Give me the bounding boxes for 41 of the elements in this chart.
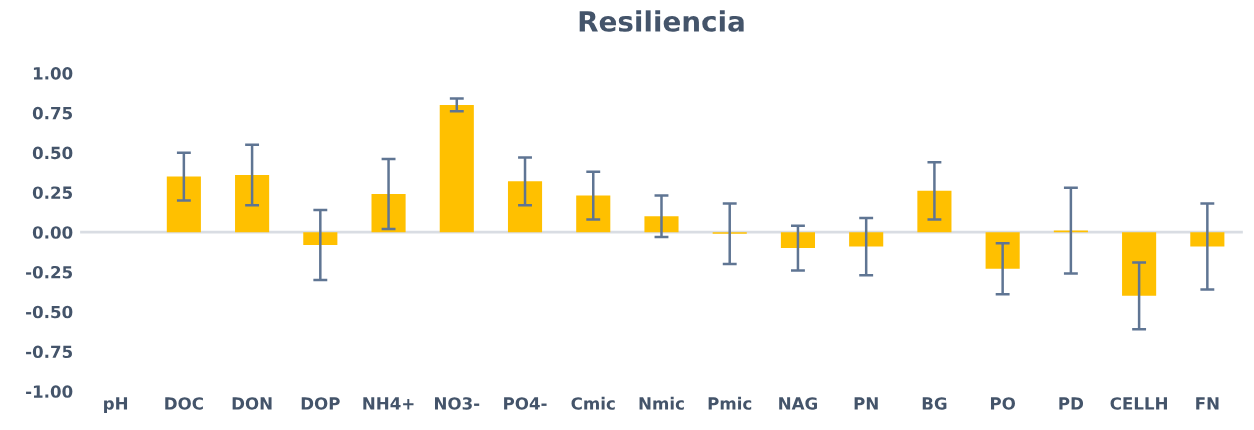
y-tick-label: 1.00: [33, 67, 73, 80]
x-tick-label: Pmic: [708, 396, 752, 410]
x-tick-label: NO3-: [435, 397, 480, 410]
bar: [576, 195, 611, 233]
bar: [439, 104, 474, 233]
bar: [235, 174, 270, 233]
y-tick-label: -0.75: [26, 345, 73, 359]
x-tick-label: BG: [922, 397, 947, 410]
y-tick-label: -0.25: [26, 265, 73, 279]
bar: [1190, 232, 1225, 247]
x-tick-label: PO: [990, 397, 1015, 410]
x-tick-label: NAG: [779, 397, 817, 410]
y-tick-label: -1.00: [26, 385, 73, 398]
x-tick-label: FN: [1196, 397, 1219, 410]
bar: [507, 181, 543, 233]
bar: [1122, 232, 1157, 296]
x-tick-label: CELLH: [1110, 397, 1167, 410]
x-tick-label: DOP: [301, 397, 340, 410]
x-tick-label: pH: [104, 397, 128, 413]
bar: [371, 194, 406, 233]
x-tick-label: Cmic: [571, 396, 615, 410]
bar: [985, 232, 1020, 269]
bar: [644, 216, 679, 233]
bar: [917, 190, 952, 233]
x-tick-label: DOC: [165, 397, 203, 410]
y-tick-label: 0.50: [32, 146, 73, 160]
x-tick-label: Nmic: [639, 396, 684, 410]
y-tick-label: 0.25: [32, 186, 73, 199]
chart-title: Resiliencia: [579, 10, 744, 32]
y-tick-label: -0.50: [26, 305, 73, 319]
bar: [303, 232, 338, 245]
x-tick-label: NH4+: [363, 397, 414, 410]
bar: [166, 176, 201, 233]
x-tick-label: PO4-: [504, 397, 547, 410]
x-tick-label: PD: [1059, 397, 1084, 410]
bar: [849, 232, 884, 247]
bar: [780, 232, 816, 249]
x-tick-label: PN: [854, 397, 878, 410]
x-tick-label: DON: [232, 397, 272, 410]
y-tick-label: 0.00: [32, 226, 73, 239]
y-tick-label: 0.75: [32, 106, 73, 120]
